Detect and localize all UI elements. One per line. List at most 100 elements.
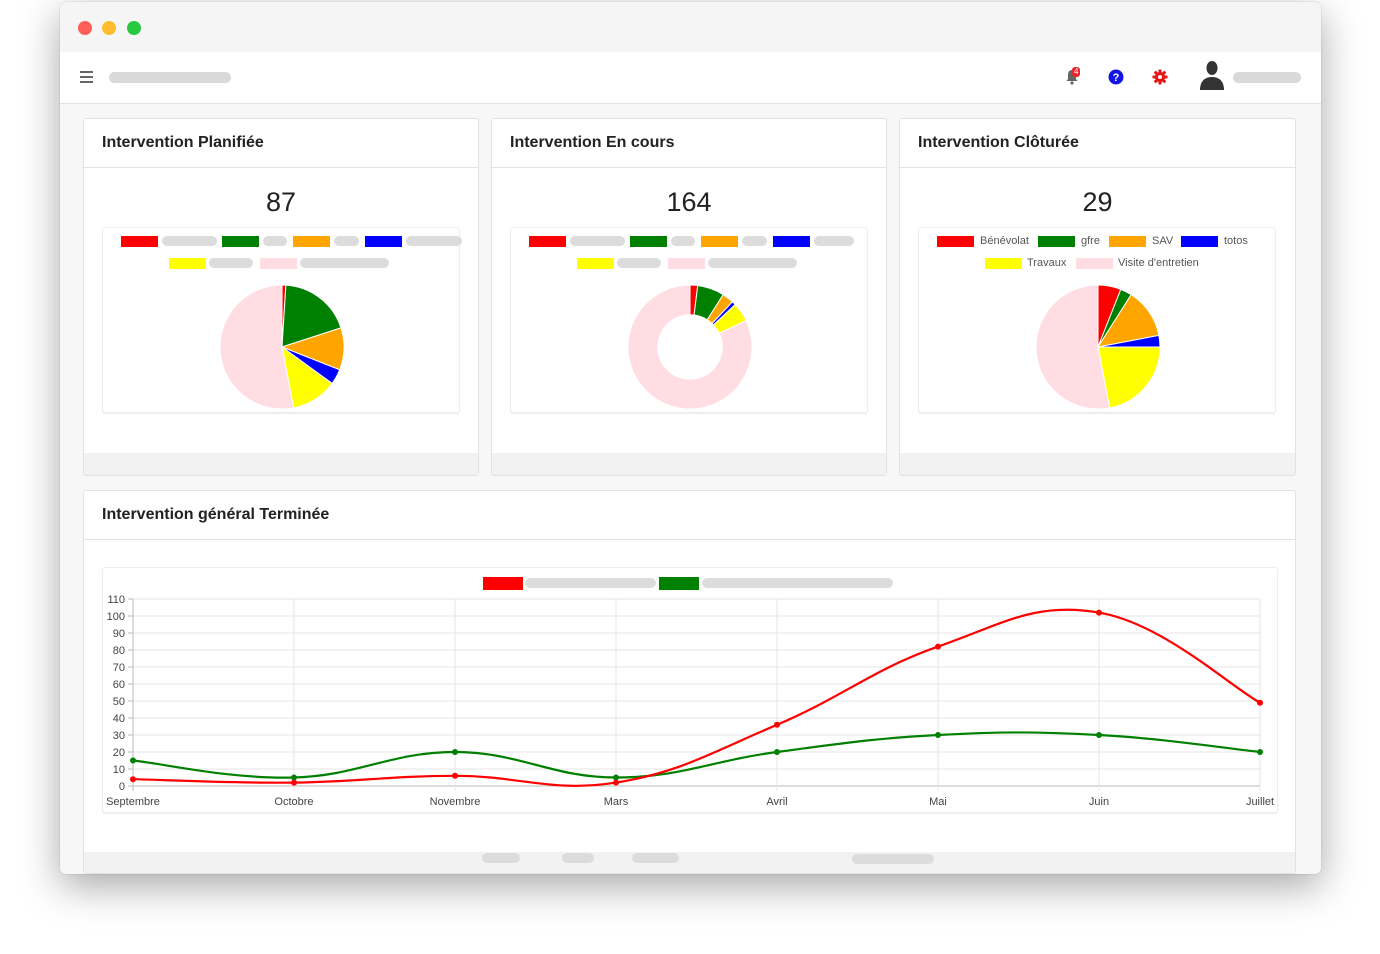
data-point[interactable]: [935, 643, 941, 650]
legend-swatch[interactable]: [985, 258, 1022, 269]
data-point[interactable]: [774, 749, 780, 755]
closed-count: 29: [1082, 187, 1113, 217]
y-tick-label: 30: [113, 730, 125, 742]
data-point[interactable]: [452, 749, 458, 755]
legend-label-placeholder: [406, 236, 462, 246]
legend-swatch[interactable]: [222, 236, 259, 247]
chart-legend: [103, 258, 459, 272]
data-point[interactable]: [935, 732, 941, 738]
legend-swatch[interactable]: [630, 236, 667, 247]
card-general: Intervention général Terminée 0 10 20 30 40 5…: [83, 490, 1296, 874]
data-point[interactable]: [1257, 749, 1263, 755]
pie-chart-closed: [1035, 284, 1161, 410]
legend-label[interactable]: totos: [1224, 235, 1248, 247]
chart-container: Bénévolat gfre SAV totos Travaux Visite …: [918, 227, 1276, 413]
chart-container: 0 10 20 30 40 50 60 70 80 90 100 110 Septembre Octobr…: [102, 567, 1278, 813]
app-window: 4 ? Intervention Planifiée 87: [60, 2, 1321, 874]
legend-swatch[interactable]: [937, 236, 974, 247]
legend-swatch[interactable]: [1076, 258, 1113, 269]
y-tick-label: 70: [113, 662, 125, 674]
data-point[interactable]: [774, 721, 780, 728]
card-footer: [84, 852, 1295, 873]
chart-container: [510, 227, 868, 413]
avatar[interactable]: [1198, 59, 1226, 93]
chart-container: [102, 227, 462, 413]
y-tick-label: 20: [113, 747, 125, 759]
in-progress-count: 164: [666, 187, 712, 217]
data-point[interactable]: [291, 779, 297, 786]
legend-swatch[interactable]: [169, 258, 206, 269]
legend-label-placeholder: [209, 258, 253, 268]
legend-label[interactable]: gfre: [1081, 235, 1100, 247]
data-point[interactable]: [130, 757, 136, 764]
minimize-window-button[interactable]: [102, 21, 116, 35]
svg-text:?: ?: [1113, 72, 1120, 84]
legend-swatch[interactable]: [260, 258, 297, 269]
donut-chart-in-progress: [627, 284, 753, 410]
x-tick-label: Septembre: [106, 796, 160, 808]
pie-slice[interactable]: [219, 284, 295, 410]
chart-legend: [103, 236, 462, 250]
card-title: Intervention général Terminée: [84, 491, 1295, 540]
legend-label-placeholder: [162, 236, 217, 246]
legend-label[interactable]: SAV: [1152, 235, 1174, 247]
legend-label-placeholder: [570, 236, 625, 246]
legend-swatch[interactable]: [529, 236, 566, 247]
chart-legend: Travaux Visite d'entretien: [919, 258, 1275, 272]
legend-swatch[interactable]: [659, 577, 699, 590]
chart-legend: [511, 236, 867, 250]
app-name-placeholder: [109, 72, 231, 83]
legend-swatch[interactable]: [483, 577, 523, 590]
data-point[interactable]: [1096, 609, 1102, 616]
footer-placeholder: [632, 853, 679, 863]
legend-swatch[interactable]: [773, 236, 810, 247]
data-point[interactable]: [452, 772, 458, 779]
footer-placeholder: [482, 853, 520, 863]
legend-label[interactable]: Travaux: [1027, 257, 1067, 269]
maximize-window-button[interactable]: [127, 21, 141, 35]
pie-slice[interactable]: [1035, 284, 1111, 410]
x-tick-label: Novembre: [430, 796, 481, 808]
pie-slice[interactable]: [281, 284, 342, 348]
legend-swatch[interactable]: [577, 258, 614, 269]
card-footer: [492, 453, 886, 475]
user-name-placeholder: [1233, 72, 1301, 83]
legend-swatch[interactable]: [1109, 236, 1146, 247]
chart-legend: [511, 258, 867, 272]
close-window-button[interactable]: [78, 21, 92, 35]
legend-label-placeholder: [617, 258, 661, 268]
legend-swatch[interactable]: [701, 236, 738, 247]
legend-swatch[interactable]: [668, 258, 705, 269]
data-point[interactable]: [1257, 699, 1263, 706]
x-tick-label: Mars: [604, 796, 629, 808]
series-line: [132, 608, 1261, 787]
legend-label-placeholder: [671, 236, 695, 246]
pie-slice[interactable]: [1097, 346, 1161, 409]
data-point[interactable]: [1096, 732, 1102, 738]
pie-slice[interactable]: [627, 284, 753, 410]
legend-label-placeholder: [814, 236, 854, 246]
y-tick-label: 50: [113, 696, 125, 708]
legend-label[interactable]: Bénévolat: [980, 235, 1029, 247]
legend-label-placeholder: [708, 258, 797, 268]
card-title: Intervention En cours: [492, 119, 886, 168]
data-point[interactable]: [291, 774, 297, 781]
y-tick-label: 10: [113, 764, 125, 776]
legend-swatch[interactable]: [1038, 236, 1075, 247]
title-bar: [60, 2, 1321, 52]
legend-swatch[interactable]: [121, 236, 158, 247]
data-point[interactable]: [130, 776, 136, 783]
data-point[interactable]: [613, 779, 619, 786]
legend-swatch[interactable]: [365, 236, 402, 247]
card-footer: [84, 453, 478, 475]
legend-swatch[interactable]: [1181, 236, 1218, 247]
legend-label[interactable]: Visite d'entretien: [1118, 257, 1199, 269]
x-tick-label: Avril: [766, 796, 787, 808]
menu-icon[interactable]: [80, 71, 93, 83]
gear-icon[interactable]: [1152, 69, 1168, 85]
help-icon[interactable]: ?: [1108, 69, 1124, 85]
legend-swatch[interactable]: [293, 236, 330, 247]
card-closed: Intervention Clôturée 29 Bénévolat gfre …: [899, 118, 1296, 476]
card-in-progress: Intervention En cours 164: [491, 118, 887, 476]
data-point[interactable]: [613, 774, 619, 781]
